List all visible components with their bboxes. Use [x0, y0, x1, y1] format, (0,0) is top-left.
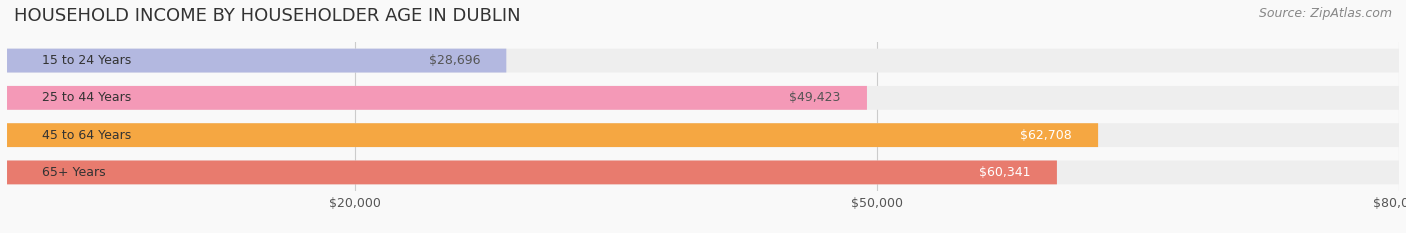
Text: $62,708: $62,708	[1021, 129, 1071, 142]
FancyBboxPatch shape	[7, 86, 868, 110]
Text: 65+ Years: 65+ Years	[42, 166, 105, 179]
Text: $28,696: $28,696	[429, 54, 481, 67]
FancyBboxPatch shape	[7, 123, 1098, 147]
Text: 25 to 44 Years: 25 to 44 Years	[42, 91, 131, 104]
Text: Source: ZipAtlas.com: Source: ZipAtlas.com	[1258, 7, 1392, 20]
Text: 45 to 64 Years: 45 to 64 Years	[42, 129, 131, 142]
FancyBboxPatch shape	[7, 161, 1057, 184]
Text: $60,341: $60,341	[980, 166, 1031, 179]
FancyBboxPatch shape	[7, 49, 506, 72]
Text: $49,423: $49,423	[790, 91, 841, 104]
FancyBboxPatch shape	[7, 161, 1399, 184]
Text: 15 to 24 Years: 15 to 24 Years	[42, 54, 131, 67]
FancyBboxPatch shape	[7, 123, 1399, 147]
FancyBboxPatch shape	[7, 86, 1399, 110]
Text: HOUSEHOLD INCOME BY HOUSEHOLDER AGE IN DUBLIN: HOUSEHOLD INCOME BY HOUSEHOLDER AGE IN D…	[14, 7, 520, 25]
FancyBboxPatch shape	[7, 49, 1399, 72]
